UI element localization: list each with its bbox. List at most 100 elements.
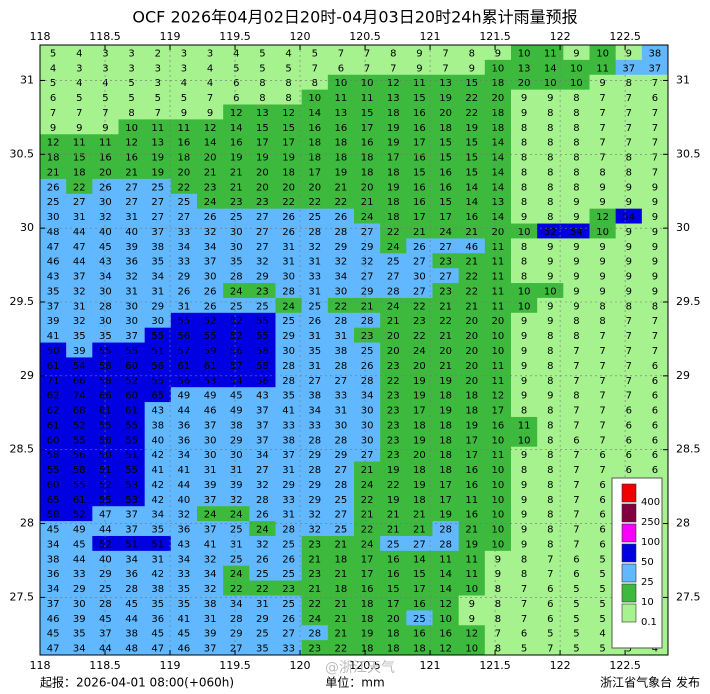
rain-cell [301, 178, 329, 195]
rain-value: 13 [492, 197, 505, 208]
rain-cell [484, 625, 512, 641]
rain-value: 32 [178, 510, 191, 521]
rain-value: 29 [230, 629, 243, 640]
rain-cell [197, 506, 224, 522]
rain-value: 4 [599, 629, 605, 640]
rain-value: 52 [204, 316, 217, 327]
rain-value: 50 [47, 346, 60, 357]
rain-value: 35 [73, 629, 86, 640]
rain-cell [406, 74, 433, 91]
rain-cell [511, 506, 538, 522]
rain-value: 8 [573, 182, 579, 193]
rain-value: 61 [204, 361, 217, 372]
rain-value: 27 [282, 629, 295, 640]
rain-cell [118, 461, 146, 477]
rain-value: 21 [335, 614, 348, 625]
rain-value: 14 [492, 212, 505, 223]
rain-cell [537, 119, 564, 135]
x-tick-label: 119.5 [219, 30, 251, 43]
rain-value: 56 [178, 331, 191, 342]
rain-cell [118, 535, 146, 552]
rain-value: 20 [256, 167, 269, 178]
rain-value: 18 [439, 420, 452, 431]
rain-value: 45 [178, 629, 191, 640]
rain-cell [66, 595, 93, 611]
rain-value: 9 [573, 48, 579, 59]
rain-cell [484, 565, 512, 582]
rain-cell [511, 268, 538, 284]
rain-value: 30 [361, 435, 374, 446]
rain-cell [223, 268, 250, 284]
rain-value: 31 [125, 286, 138, 297]
rain-cell [380, 461, 407, 477]
rain-value: 46 [465, 242, 478, 253]
rain-cell [380, 535, 407, 552]
rain-value: 38 [649, 48, 662, 59]
rain-value: 6 [652, 376, 658, 387]
rain-cell [537, 193, 564, 210]
rain-cell [118, 74, 146, 91]
rain-value: 28 [439, 539, 452, 550]
rain-cell [563, 134, 590, 150]
rain-value: 8 [495, 614, 501, 625]
rain-cell [144, 342, 172, 358]
rain-value: 22 [178, 182, 191, 193]
rain-cell [275, 104, 303, 120]
rain-cell [380, 357, 407, 373]
rain-value: 10 [492, 63, 505, 74]
rain-value: 58 [47, 510, 60, 521]
rain-cell [563, 59, 590, 76]
rain-value: 58 [256, 346, 269, 357]
y-tick-label: 30 [676, 221, 690, 234]
rain-value: 8 [573, 93, 579, 104]
rain-cell [354, 193, 381, 210]
rain-value: 6 [652, 406, 658, 417]
rain-value: 7 [547, 569, 553, 580]
rain-value: 5 [599, 569, 605, 580]
rain-cell [301, 283, 329, 299]
rain-value: 7 [521, 599, 527, 610]
rain-cell [40, 238, 67, 254]
rain-value: 40 [125, 227, 138, 238]
rain-cell [40, 59, 67, 76]
rain-value: 10 [492, 435, 505, 446]
rain-cell [327, 208, 355, 225]
rain-value: 23 [361, 331, 374, 342]
rain-value: 22 [335, 301, 348, 312]
rain-cell [484, 178, 512, 195]
rain-value: 8 [547, 465, 553, 476]
rain-value: 24 [204, 510, 217, 521]
rain-value: 19 [439, 376, 452, 387]
rain-value: 30 [335, 286, 348, 297]
rain-cell [327, 193, 355, 210]
rain-value: 15 [73, 153, 86, 164]
rain-value: 19 [282, 153, 295, 164]
rain-cell [249, 74, 276, 91]
rain-cell [275, 223, 303, 239]
rain-cell [458, 238, 486, 254]
rain-cell [223, 45, 250, 61]
rain-cell [511, 357, 538, 373]
legend-swatch [621, 563, 637, 583]
rain-cell [406, 431, 433, 448]
rain-value: 20 [465, 316, 478, 327]
rain-value: 31 [308, 286, 321, 297]
rain-value: 44 [73, 227, 86, 238]
rain-value: 21 [465, 257, 478, 268]
rain-cell [380, 312, 407, 329]
rain-value: 26 [178, 286, 191, 297]
rain-value: 5 [102, 93, 108, 104]
rain-cell [275, 521, 303, 537]
rain-value: 23 [308, 569, 321, 580]
rain-value: 16 [387, 554, 400, 565]
rain-value: 35 [178, 599, 191, 610]
rain-value: 28 [282, 376, 295, 387]
rain-cell [406, 506, 433, 522]
rain-value: 7 [573, 420, 579, 431]
rain-cell [589, 402, 617, 418]
rain-cell [301, 625, 329, 641]
rain-value: 5 [285, 63, 291, 74]
rain-cell [432, 119, 460, 135]
rain-value: 8 [547, 510, 553, 521]
